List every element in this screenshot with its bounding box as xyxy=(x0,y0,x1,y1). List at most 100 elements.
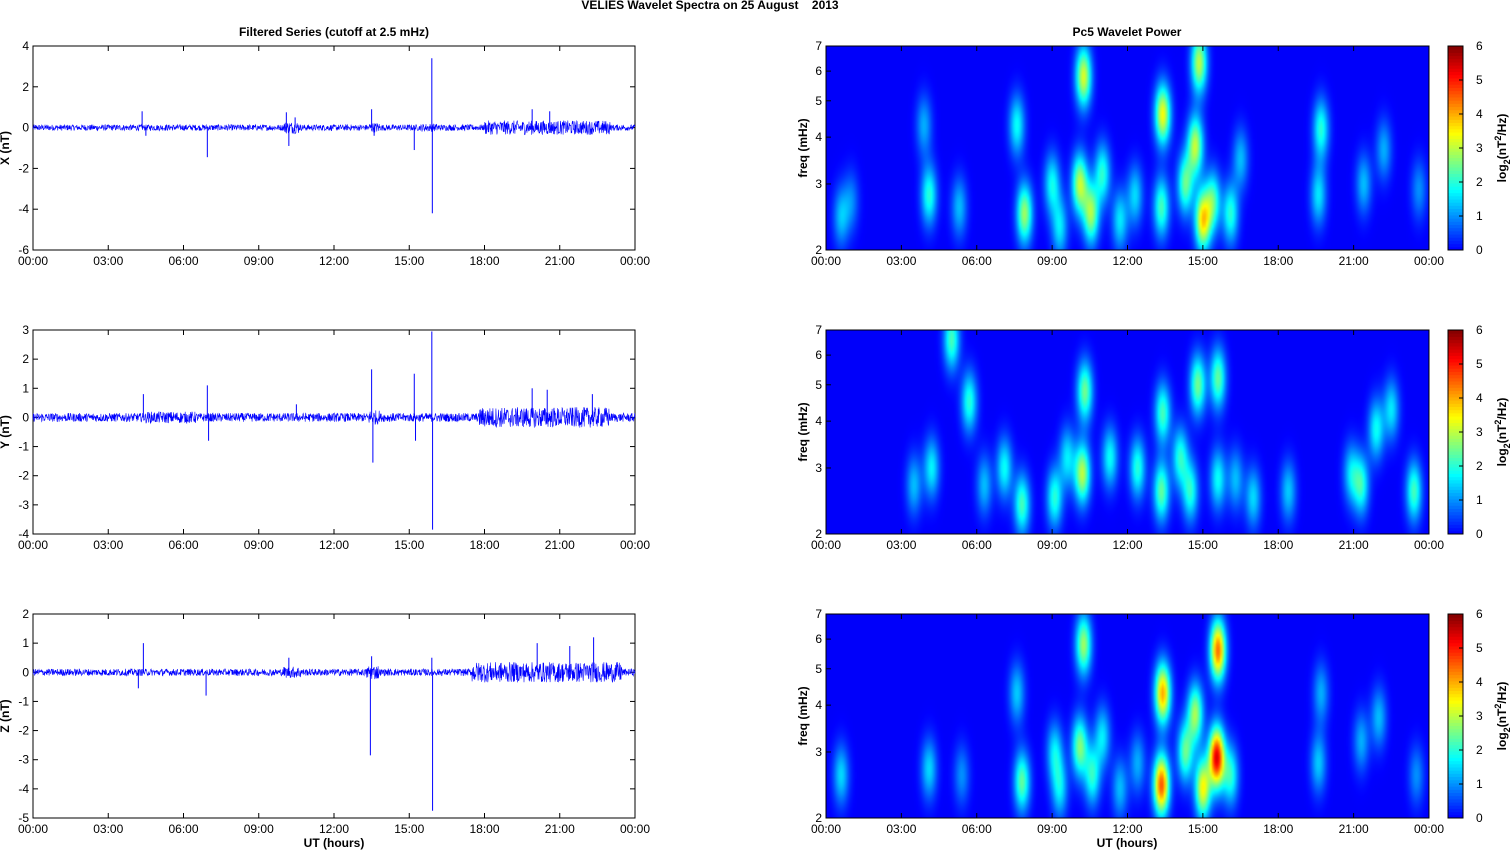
colorbar-swatch xyxy=(1448,68,1463,72)
ytick-label: 5 xyxy=(815,662,822,676)
colorbar-swatch xyxy=(1448,792,1463,797)
ytick-label: 3 xyxy=(815,461,822,475)
colorbar-swatch xyxy=(1448,361,1463,366)
colorbar-swatch xyxy=(1448,154,1463,159)
colorbar-swatch xyxy=(1448,163,1463,168)
colorbar-swatch xyxy=(1448,128,1463,133)
colorbar-swatch xyxy=(1448,614,1463,618)
colorbar-swatch xyxy=(1448,789,1463,793)
colorbar-tick-label: 5 xyxy=(1476,73,1483,87)
ts-xtick-label: 03:00 xyxy=(93,538,123,552)
colorbar-swatch xyxy=(1448,645,1463,650)
colorbar-swatch xyxy=(1448,352,1463,356)
colorbar-swatch xyxy=(1448,61,1463,66)
colorbar-tick-label: 5 xyxy=(1476,357,1483,371)
colorbar-swatch xyxy=(1448,412,1463,417)
ytick-label: -3 xyxy=(18,753,29,767)
colorbar-swatch xyxy=(1448,802,1463,806)
colorbar-swatch xyxy=(1448,735,1463,739)
colorbar-swatch xyxy=(1448,243,1463,248)
colorbar-swatch xyxy=(1448,173,1463,178)
colorbar-swatch xyxy=(1448,214,1463,219)
colorbar-swatch xyxy=(1448,476,1463,481)
ts-xtick-label: 09:00 xyxy=(244,254,274,268)
time-series-panel-y: -4 -3 -2 -1 0 1 2 3 00:00 03:00 06:00 09:00 12:00 15:… xyxy=(0,323,650,552)
colorbar-swatch xyxy=(1448,486,1463,490)
colorbar-swatch xyxy=(1448,661,1463,666)
colorbar-swatch xyxy=(1448,342,1463,347)
colorbar-swatch xyxy=(1448,148,1463,152)
colorbar-swatch xyxy=(1448,211,1463,216)
ytick-label: 3 xyxy=(22,323,29,337)
wavelet-power-image xyxy=(826,614,1429,818)
wv-xtick-label: 06:00 xyxy=(962,822,992,836)
ts-xtick-label: 00:00 xyxy=(18,254,48,268)
colorbar-swatch xyxy=(1448,639,1463,644)
colorbar-swatch xyxy=(1448,502,1463,506)
colorbar-swatch xyxy=(1448,636,1463,640)
ts-xtick-label: 15:00 xyxy=(394,254,424,268)
series-line xyxy=(32,406,636,428)
wv-xtick-label: 00:00 xyxy=(811,254,841,268)
ytick-label: -6 xyxy=(18,243,29,257)
colorbar-swatch xyxy=(1448,189,1463,194)
colorbar-swatch xyxy=(1448,208,1463,213)
colorbar-swatch xyxy=(1448,700,1463,704)
colorbar: 0 1 2 3 4 5 6 log2(nT2/Hz) xyxy=(1447,323,1511,541)
colorbar-tick-label: 1 xyxy=(1476,493,1483,507)
colorbar-swatch xyxy=(1448,649,1463,653)
colorbar: 0 1 2 3 4 5 6 log2(nT2/Hz) xyxy=(1447,607,1511,825)
colorbar-tick-label: 4 xyxy=(1476,107,1483,121)
ts-xtick-label: 15:00 xyxy=(394,538,424,552)
colorbar-swatch xyxy=(1448,652,1463,656)
colorbar-swatch xyxy=(1448,144,1463,149)
ytick-label: 2 xyxy=(22,80,29,94)
ytick-label: -1 xyxy=(18,694,29,708)
colorbar-swatch xyxy=(1448,457,1463,462)
colorbar-swatch xyxy=(1448,521,1463,525)
colorbar-swatch xyxy=(1448,186,1463,190)
colorbar-swatch xyxy=(1448,811,1463,816)
colorbar-swatch xyxy=(1448,719,1463,723)
colorbar-swatch xyxy=(1448,141,1463,146)
colorbar-swatch xyxy=(1448,451,1463,455)
wavelet-power-image xyxy=(826,46,1429,250)
time-series-panel-z: -5 -4 -3 -2 -1 0 1 2 00:00 03:00 06:00 09:00 12:00 15… xyxy=(0,607,650,836)
y-axis-label: freq (mHz) xyxy=(796,686,810,745)
colorbar-swatch xyxy=(1448,505,1463,509)
ytick-label: 3 xyxy=(815,177,822,191)
colorbar-swatch xyxy=(1448,336,1463,341)
wv-xtick-label: 12:00 xyxy=(1112,538,1142,552)
ytick-label: 1 xyxy=(22,381,29,395)
left-column-title: Filtered Series (cutoff at 2.5 mHz) xyxy=(239,25,429,39)
ts-xtick-label: 18:00 xyxy=(469,254,499,268)
colorbar-swatch xyxy=(1448,374,1463,379)
colorbar-swatch xyxy=(1448,511,1463,516)
colorbar-swatch xyxy=(1448,377,1463,382)
colorbar-swatch xyxy=(1448,690,1463,695)
wv-xtick-label: 21:00 xyxy=(1339,254,1369,268)
series-line xyxy=(32,120,636,136)
colorbar-label: log2(nT2/Hz) xyxy=(1493,114,1511,183)
colorbar-swatch xyxy=(1448,183,1463,187)
colorbar-swatch xyxy=(1448,358,1463,363)
wv-xtick-label: 12:00 xyxy=(1112,822,1142,836)
colorbar-swatch xyxy=(1448,55,1463,60)
colorbar-swatch xyxy=(1448,454,1463,458)
ytick-label: 4 xyxy=(815,130,822,144)
ts-xtick-label: 21:00 xyxy=(545,822,575,836)
colorbar-tick-label: 3 xyxy=(1476,709,1483,723)
colorbar-swatch xyxy=(1448,49,1463,53)
ts-xtick-label: 12:00 xyxy=(319,538,349,552)
colorbar-swatch xyxy=(1448,409,1463,414)
colorbar-swatch xyxy=(1448,221,1463,225)
ytick-label: 4 xyxy=(22,39,29,53)
colorbar-swatch xyxy=(1448,425,1463,430)
ytick-label: 2 xyxy=(22,352,29,366)
colorbar-swatch xyxy=(1448,125,1463,130)
colorbar-swatch xyxy=(1448,400,1463,404)
ts-xtick-label: 06:00 xyxy=(168,538,198,552)
colorbar-swatch xyxy=(1448,693,1463,698)
y-axis-label: Z (nT) xyxy=(0,699,12,732)
series-line xyxy=(32,662,636,683)
